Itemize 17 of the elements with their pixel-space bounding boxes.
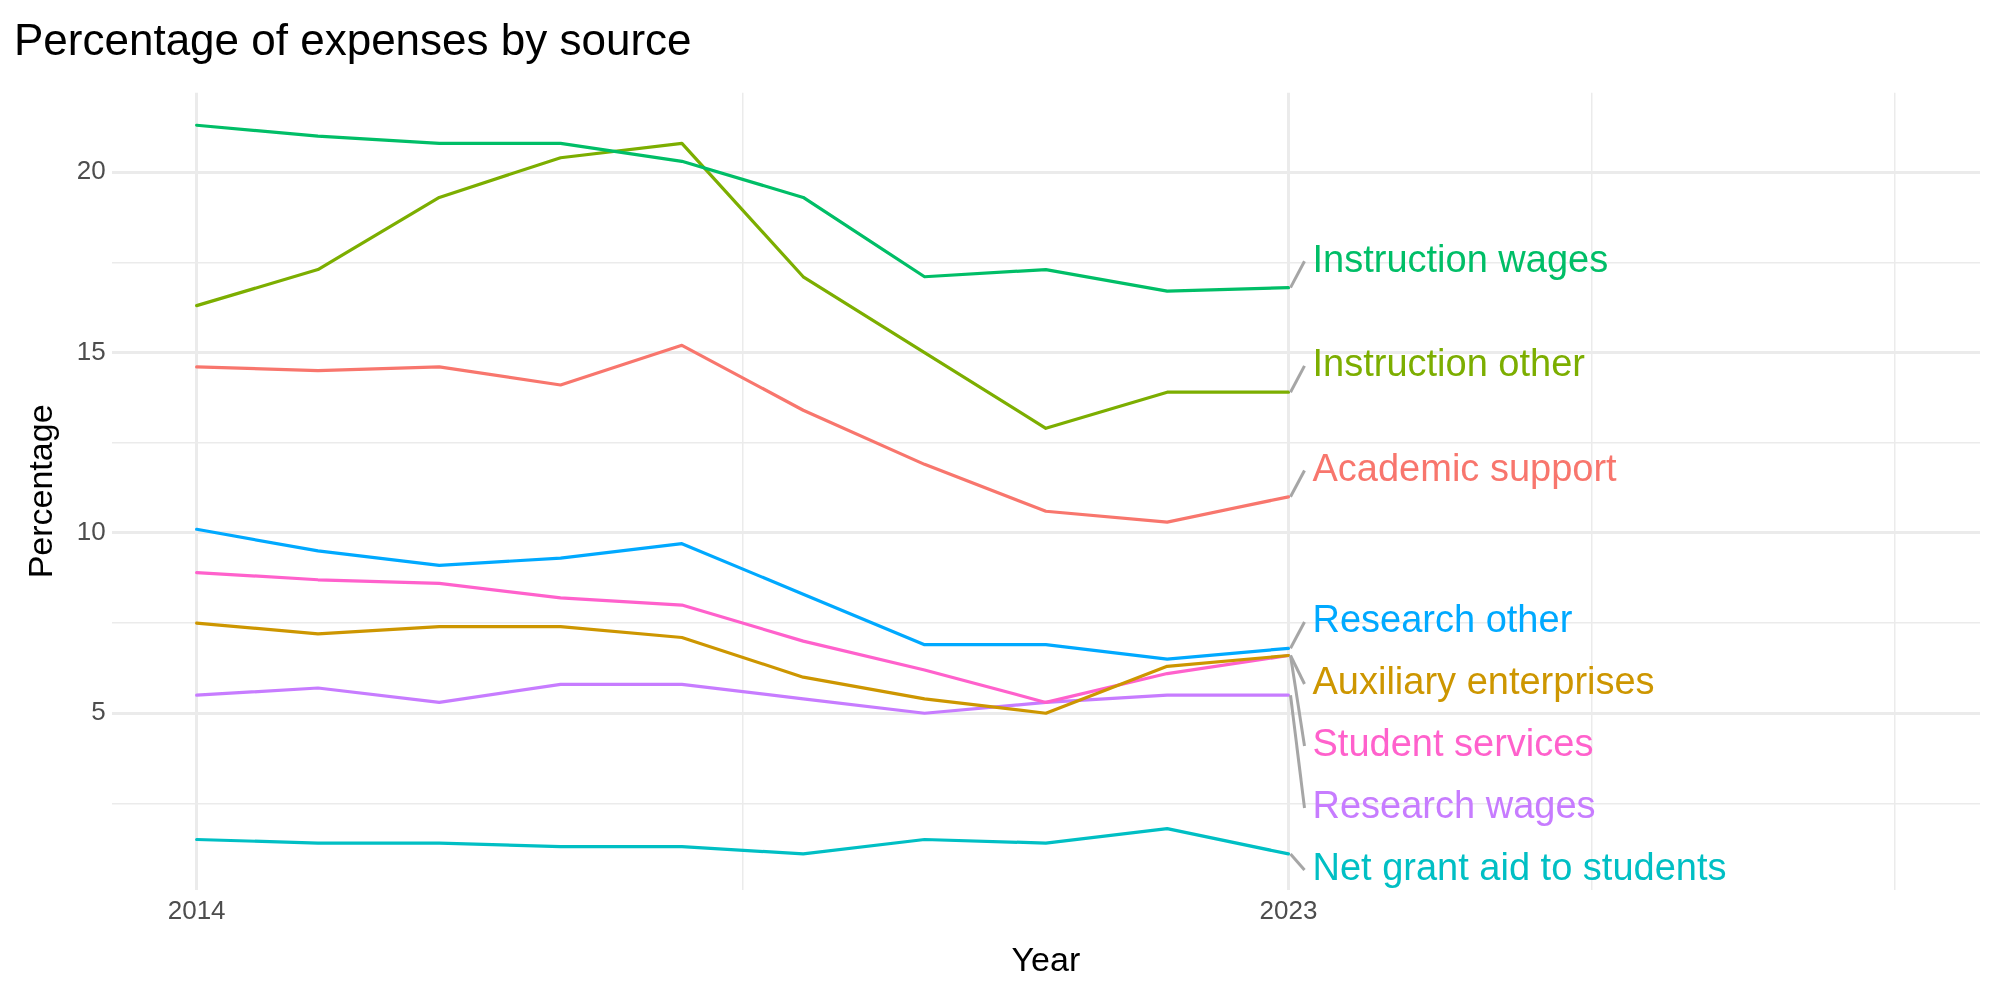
y-tick-label: 15 (76, 335, 106, 366)
series-label: Academic support (1312, 446, 1618, 489)
series-label: Net grant aid to students (1312, 846, 1727, 889)
series-label: Instruction wages (1312, 237, 1609, 280)
series-label: Student services (1312, 722, 1594, 765)
series-label: Instruction other (1312, 342, 1586, 385)
chart-title: Percentage of expenses by source (14, 14, 692, 64)
series-label: Auxiliary enterprises (1312, 660, 1655, 703)
x-tick-label: 2014 (167, 894, 226, 925)
y-tick-label: 10 (76, 516, 106, 547)
x-axis-title: Year (1011, 939, 1081, 978)
y-tick-label: 20 (76, 155, 106, 186)
series-label: Research other (1312, 598, 1573, 641)
text: Research wages (1312, 784, 1596, 827)
x-tick-label: 2023 (1259, 894, 1318, 925)
y-axis-title: Percentage (20, 404, 59, 579)
y-tick-label: 5 (91, 696, 106, 727)
